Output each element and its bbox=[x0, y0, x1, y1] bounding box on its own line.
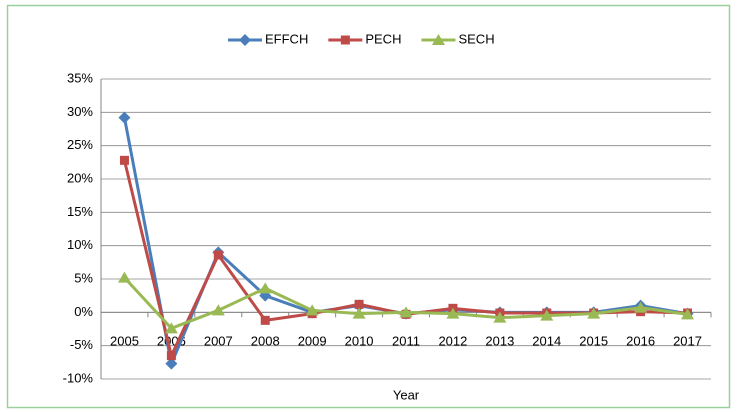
x-tick-label: 2016 bbox=[626, 333, 655, 348]
point-marker bbox=[117, 271, 131, 283]
x-tick-label: 2009 bbox=[298, 333, 327, 348]
point-marker bbox=[493, 311, 507, 323]
y-tick-label: -5% bbox=[70, 337, 94, 352]
point-marker bbox=[118, 111, 131, 124]
x-tick-label: 2007 bbox=[204, 333, 233, 348]
y-tick-label: 15% bbox=[67, 204, 93, 219]
y-tick-label: 30% bbox=[67, 104, 93, 119]
x-tick-label: 2015 bbox=[579, 333, 608, 348]
point-marker bbox=[340, 35, 350, 45]
legend-label: PECH bbox=[365, 31, 401, 46]
point-marker bbox=[119, 155, 129, 165]
point-marker bbox=[305, 304, 319, 316]
point-marker bbox=[354, 299, 364, 309]
x-tick-label: 2017 bbox=[673, 333, 702, 348]
y-tick-label: 5% bbox=[74, 270, 93, 285]
point-marker bbox=[239, 34, 251, 46]
x-axis-title: Year bbox=[393, 387, 420, 402]
point-marker bbox=[258, 282, 272, 294]
point-marker bbox=[446, 307, 460, 319]
point-marker bbox=[399, 306, 413, 318]
point-marker bbox=[540, 309, 554, 321]
point-marker bbox=[681, 308, 695, 320]
y-tick-label: -10% bbox=[63, 370, 94, 385]
x-tick-label: 2005 bbox=[110, 333, 139, 348]
x-tick-label: 2010 bbox=[345, 333, 374, 348]
point-marker bbox=[213, 250, 223, 260]
y-tick-label: 20% bbox=[67, 170, 93, 185]
x-tick-label: 2012 bbox=[438, 333, 467, 348]
y-tick-label: 0% bbox=[74, 304, 93, 319]
x-tick-label: 2008 bbox=[251, 333, 280, 348]
point-marker bbox=[165, 357, 178, 370]
y-tick-label: 10% bbox=[67, 237, 93, 252]
point-marker bbox=[587, 307, 601, 319]
point-marker bbox=[164, 322, 178, 334]
point-marker bbox=[166, 351, 176, 361]
y-tick-label: 35% bbox=[67, 70, 93, 85]
point-marker bbox=[431, 34, 445, 45]
chart-frame bbox=[6, 4, 731, 409]
point-marker bbox=[260, 315, 270, 325]
point-marker bbox=[211, 304, 225, 316]
x-tick-label: 2013 bbox=[485, 333, 514, 348]
point-marker bbox=[634, 301, 648, 313]
legend-label: SECH bbox=[458, 31, 494, 46]
x-tick-label: 2011 bbox=[392, 333, 420, 348]
point-marker bbox=[352, 307, 366, 319]
legend-label: EFFCH bbox=[265, 31, 308, 46]
y-tick-label: 25% bbox=[67, 137, 93, 152]
x-tick-label: 2014 bbox=[532, 333, 561, 348]
